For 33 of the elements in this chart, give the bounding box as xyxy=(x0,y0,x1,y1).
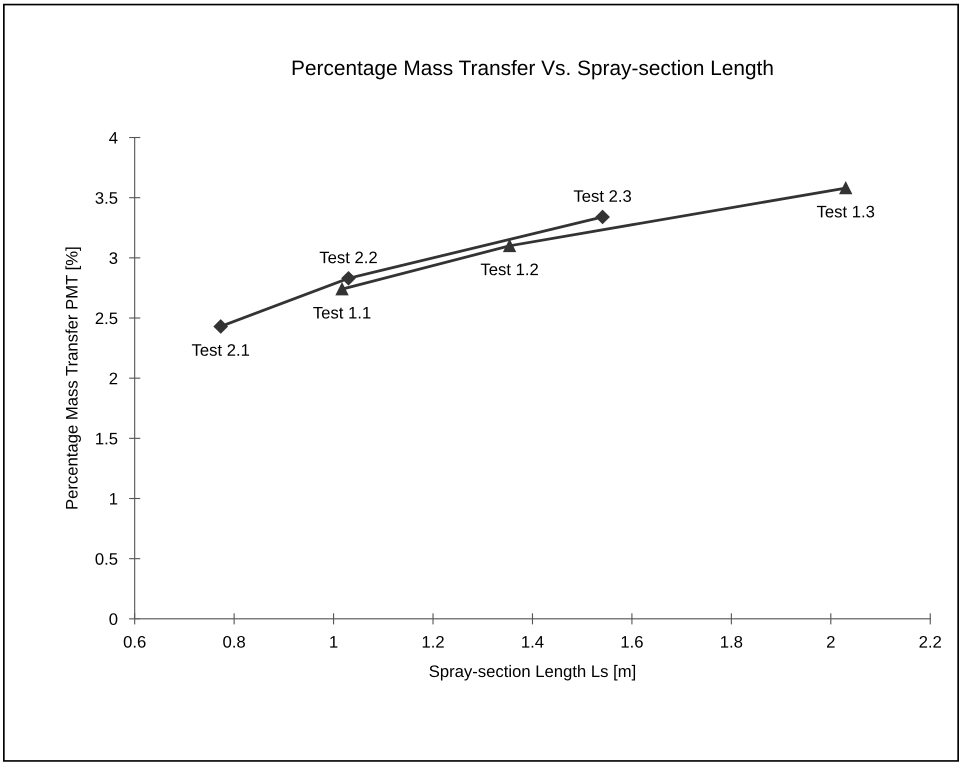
point xyxy=(336,282,348,296)
y-tick-label: 1.5 xyxy=(96,432,118,445)
x-axis-title: Spray-section Length Ls [m] xyxy=(429,664,636,680)
y-tick-label: 2.5 xyxy=(96,312,118,324)
x-tick-label: 1.6 xyxy=(622,636,643,648)
x-tick-label: 0.6 xyxy=(124,636,146,648)
x-tick-label: 2 xyxy=(827,636,835,648)
data-label: Test 1.1 xyxy=(313,306,370,319)
y-tick-label: 0.5 xyxy=(96,553,118,565)
point xyxy=(341,271,356,286)
x-tick-label: 2.2 xyxy=(920,636,942,648)
y-tick-label: 0 xyxy=(109,613,118,626)
y-axis-title: Percentage Mass Transfer PMT [%] xyxy=(65,248,81,509)
x-tick-label: 1.4 xyxy=(522,636,544,648)
y-tick-label: 2 xyxy=(110,372,118,384)
x-tick-label: 1 xyxy=(330,636,338,648)
point xyxy=(503,240,516,252)
data-label: Test 1.3 xyxy=(816,206,874,218)
y-tick-label: 4 xyxy=(109,132,118,144)
data-label: Test 2.1 xyxy=(192,344,250,356)
point xyxy=(839,182,852,194)
y-tick-label: 3.5 xyxy=(95,192,118,204)
x-tick-label: 1.8 xyxy=(721,636,742,648)
x-tick-label: 1.2 xyxy=(422,636,444,648)
data-label: Test 2.2 xyxy=(320,252,377,264)
y-tick-label: 3 xyxy=(109,252,118,264)
data-label: Test 2.3 xyxy=(574,190,632,202)
point xyxy=(596,210,610,224)
point xyxy=(214,319,228,334)
data-label: Test 1.2 xyxy=(480,263,538,276)
x-tick-label: 0.8 xyxy=(223,636,245,648)
chart-title: Percentage Mass Transfer Vs. Spray-section Length xyxy=(292,60,773,80)
y-tick-label: 1 xyxy=(110,493,118,505)
